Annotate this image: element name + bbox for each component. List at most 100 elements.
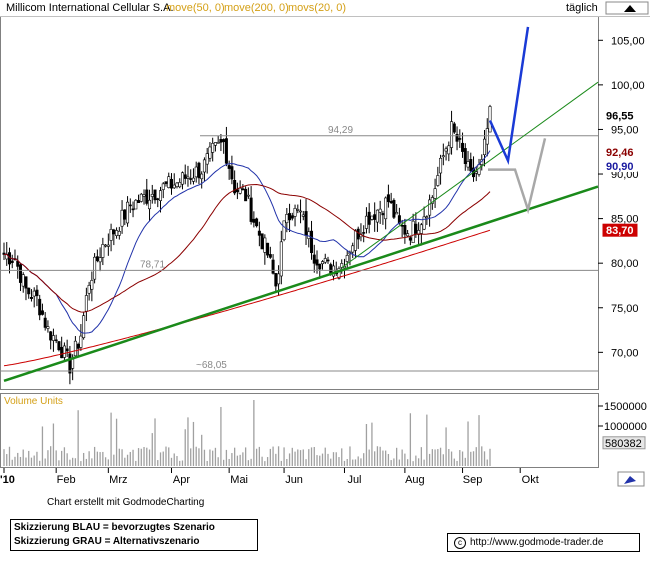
candle-body (123, 209, 127, 220)
indicator-move50: move(50, 0) (166, 2, 225, 14)
x-tick-label: Mai (230, 474, 248, 486)
indicator-movs20: movs(20, 0) (288, 2, 346, 14)
candle-body (73, 340, 77, 357)
candle-body (106, 244, 110, 247)
ma200-line (3, 229, 491, 367)
candle-body (337, 268, 341, 279)
candle-body (483, 138, 487, 156)
candle-body (296, 209, 300, 211)
y-tick-label: 70,00 (611, 347, 639, 359)
candle-body (24, 276, 28, 289)
price-label: 96,55 (606, 111, 634, 123)
candle-body (76, 343, 80, 349)
y-tick-label: 80,00 (611, 258, 639, 270)
candle-body (285, 214, 289, 224)
candle-body (159, 190, 163, 201)
candle-body (351, 245, 355, 253)
volume-tick-label: 1000000 (604, 421, 647, 433)
candle-body (120, 209, 124, 227)
candle-body (95, 256, 99, 261)
candle-body (364, 215, 368, 229)
trend-line-minor (341, 81, 599, 269)
candle-body (18, 264, 22, 283)
candle-body (474, 171, 478, 174)
candle-body (378, 208, 382, 213)
candle-body (321, 261, 325, 265)
candle-body (93, 256, 97, 280)
candle-body (450, 121, 454, 148)
candle-body (216, 142, 220, 144)
candle-body (307, 231, 311, 239)
frequency-label: täglich (566, 2, 598, 14)
candle-body (244, 188, 248, 202)
candle-body (82, 315, 86, 338)
candle-body (60, 347, 64, 359)
candle-body (353, 230, 357, 251)
candle-body (71, 358, 75, 369)
candle-body (54, 339, 58, 342)
candle-body (370, 215, 374, 220)
candle-body (175, 182, 179, 187)
chart-title: Millicom International Cellular S.A. (6, 2, 174, 14)
candle-body (436, 175, 440, 186)
candle-body (68, 353, 72, 374)
candle-body (384, 197, 388, 220)
candle-body (98, 257, 102, 263)
candle-body (235, 189, 239, 193)
candle-body (282, 220, 286, 240)
candle-body (312, 254, 316, 264)
candle-body (301, 214, 305, 217)
volume-last-box (602, 436, 646, 450)
candle-body (104, 244, 108, 247)
candle-body (101, 244, 105, 258)
candle-body (180, 172, 184, 185)
candle-body (224, 138, 228, 164)
y-tick-label: 95,00 (611, 124, 639, 136)
x-tick-label: Feb (57, 474, 76, 486)
trend-line-major (3, 185, 599, 383)
candle-body (411, 220, 415, 244)
candle-body (57, 341, 61, 351)
candle-body (112, 229, 116, 235)
volume-last-label: 580382 (605, 438, 642, 450)
candle-body (79, 335, 83, 348)
candle-body (49, 331, 53, 341)
y-tick-label: 105,00 (611, 35, 645, 47)
x-tick-label: Mrz (109, 474, 127, 486)
price-label-box (603, 146, 637, 159)
candle-body (178, 182, 182, 188)
candle-body (461, 142, 465, 152)
candle-body (169, 178, 173, 189)
chart-credit: Chart erstellt mit GodmodeCharting (47, 497, 205, 508)
y-tick-label: 85,00 (611, 214, 639, 226)
price-label: 83,70 (606, 225, 634, 237)
candle-body (233, 179, 237, 194)
candle-body (342, 266, 346, 269)
candle-body (205, 153, 209, 165)
candle-body (422, 216, 426, 230)
candle-body (367, 211, 371, 225)
candle-body (238, 187, 242, 194)
y-tick-label: 100,00 (611, 80, 645, 92)
candle-body (299, 210, 303, 213)
candle-body (428, 199, 432, 216)
candle-body (356, 228, 360, 240)
candle-body (433, 188, 437, 199)
candle-body (189, 178, 193, 180)
candle-body (263, 237, 267, 253)
candle-body (38, 298, 42, 316)
scroll-up-icon[interactable] (605, 1, 649, 15)
candle-body (161, 183, 165, 190)
candle-body (27, 287, 31, 295)
website-link[interactable]: c http://www.godmode-trader.de (447, 533, 640, 552)
candle-body (46, 326, 50, 329)
candle-body (439, 157, 443, 174)
candle-body (389, 201, 393, 204)
ma20-line (3, 150, 491, 334)
candle-body (16, 260, 20, 267)
candle-body (222, 139, 226, 143)
candle-body (430, 197, 434, 204)
candle-body (87, 285, 91, 294)
x-tick-label: Aug (405, 474, 425, 486)
